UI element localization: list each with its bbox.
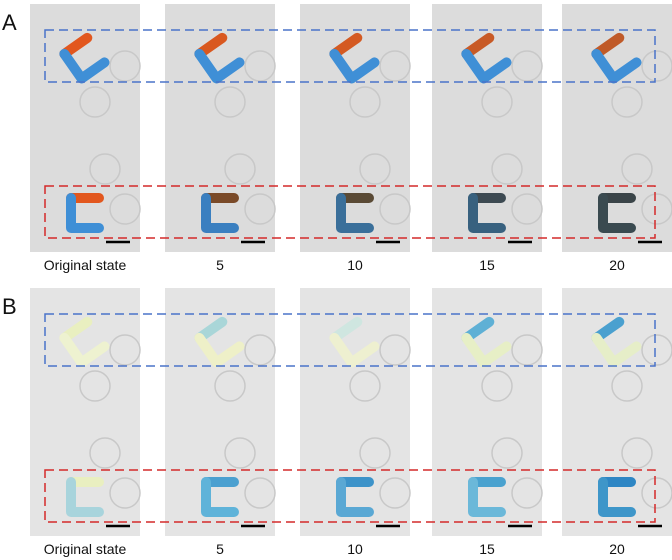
highlight-box (44, 185, 656, 239)
well (481, 370, 513, 402)
sample-base (194, 332, 245, 368)
sample-base (461, 332, 512, 368)
caption: Original state (44, 541, 127, 557)
sample (59, 316, 110, 368)
well (349, 370, 381, 402)
well (359, 437, 391, 469)
well (89, 153, 121, 185)
sample-base (201, 193, 239, 233)
well (611, 370, 643, 402)
well (349, 86, 381, 118)
sample (201, 477, 239, 517)
well (109, 193, 141, 225)
sample-base (598, 477, 636, 517)
sample (336, 193, 374, 233)
sample-base (66, 477, 104, 517)
well (641, 50, 672, 82)
well (511, 50, 543, 82)
sample-base (591, 332, 642, 368)
well (214, 370, 246, 402)
sample (329, 32, 380, 84)
sample-base (329, 48, 380, 84)
sample (591, 316, 642, 368)
well (511, 193, 543, 225)
well (511, 334, 543, 366)
sample-base (329, 332, 380, 368)
sample-base (201, 477, 239, 517)
well (214, 86, 246, 118)
well (224, 437, 256, 469)
well (79, 86, 111, 118)
sample (461, 32, 512, 84)
sample-base (468, 477, 506, 517)
well (379, 477, 411, 509)
sample-base (468, 193, 506, 233)
well (621, 153, 653, 185)
well (244, 477, 276, 509)
sample (194, 32, 245, 84)
highlight-box (44, 469, 656, 523)
panel: B Original state 5 10 15 20 (2, 288, 672, 557)
caption: 20 (609, 541, 625, 557)
panel: A Original state 5 10 15 20 (2, 4, 672, 273)
well (109, 334, 141, 366)
caption: Original state (44, 257, 127, 273)
caption: 15 (479, 257, 495, 273)
sample-base (336, 477, 374, 517)
well (79, 370, 111, 402)
well (224, 153, 256, 185)
sample-base (59, 48, 110, 84)
sample-base (336, 193, 374, 233)
well (641, 334, 672, 366)
well (611, 86, 643, 118)
sample (598, 193, 636, 233)
caption: 15 (479, 541, 495, 557)
highlight-box (44, 313, 656, 367)
well (491, 437, 523, 469)
caption: 5 (216, 541, 224, 557)
sample (66, 477, 104, 517)
well (481, 86, 513, 118)
sample (461, 316, 512, 368)
sample (468, 477, 506, 517)
sample-base (59, 332, 110, 368)
highlight-box (44, 29, 656, 83)
caption: 5 (216, 257, 224, 273)
well (379, 193, 411, 225)
sample-base (591, 48, 642, 84)
sample-base (194, 48, 245, 84)
sample (201, 193, 239, 233)
caption: 20 (609, 257, 625, 273)
well (109, 50, 141, 82)
sample-base (598, 193, 636, 233)
sample (468, 193, 506, 233)
well (621, 437, 653, 469)
caption: 10 (347, 257, 363, 273)
well (641, 193, 672, 225)
well (511, 477, 543, 509)
well (491, 153, 523, 185)
well (89, 437, 121, 469)
sample-base (66, 193, 104, 233)
sample (598, 477, 636, 517)
sample (336, 477, 374, 517)
well (109, 477, 141, 509)
sample (329, 316, 380, 368)
well (359, 153, 391, 185)
sample (194, 316, 245, 368)
well (244, 193, 276, 225)
well (379, 334, 411, 366)
well (244, 50, 276, 82)
panel-label: A (2, 10, 17, 35)
sample-base (461, 48, 512, 84)
panel-label: B (2, 294, 17, 319)
sample (59, 32, 110, 84)
caption: 10 (347, 541, 363, 557)
well (379, 50, 411, 82)
sample (66, 193, 104, 233)
well (641, 477, 672, 509)
well (244, 334, 276, 366)
sample (591, 32, 642, 84)
